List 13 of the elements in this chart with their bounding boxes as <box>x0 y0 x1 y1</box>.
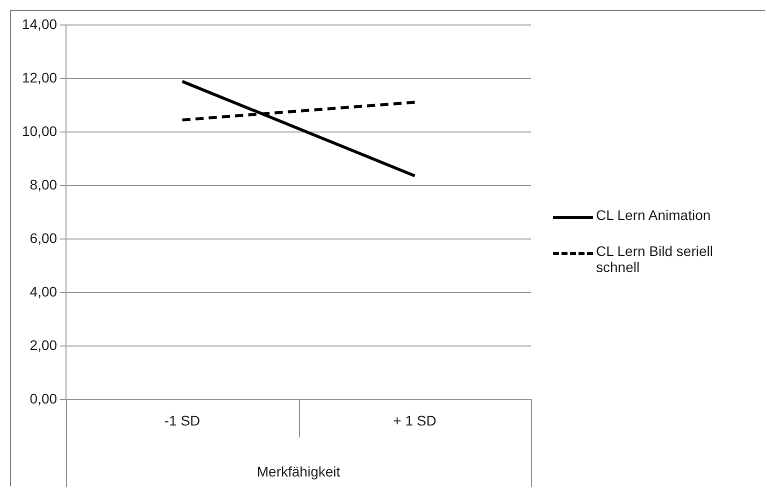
y-tick-label: 12,00 <box>22 69 58 86</box>
y-tick-label: 6,00 <box>30 230 58 246</box>
x-tick-label: + 1 SD <box>393 412 436 429</box>
y-tick-label: 2,00 <box>30 336 58 353</box>
legend-label: CL Lern Animation <box>596 207 711 223</box>
y-tick-label: 4,00 <box>30 283 58 300</box>
y-tick-label: 14,00 <box>22 16 58 32</box>
y-tick-label: 8,00 <box>30 176 58 192</box>
x-tick-label: -1 SD <box>164 412 200 429</box>
y-tick-label: 10,00 <box>22 122 58 139</box>
y-tick-label: 0,00 <box>30 390 58 406</box>
x-axis-title: Merkfähigkeit <box>256 463 340 480</box>
legend-label: CL Lern Bild seriell schnell <box>596 243 714 275</box>
